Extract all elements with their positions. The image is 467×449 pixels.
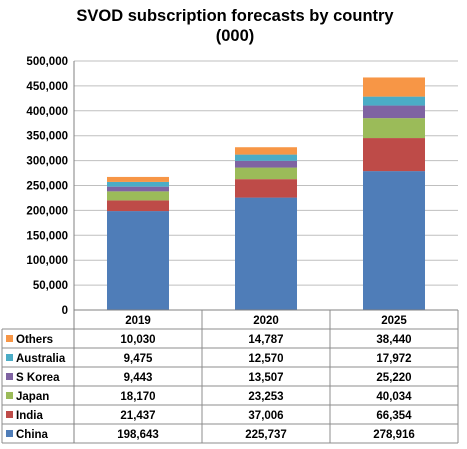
y-tick-label: 200,000 bbox=[26, 205, 68, 217]
bar-others-2020 bbox=[235, 147, 297, 155]
bar-s-korea-2019 bbox=[107, 186, 169, 192]
data-label: 25,220 bbox=[376, 372, 411, 384]
bar-india-2019 bbox=[107, 200, 169, 212]
data-label: 21,437 bbox=[120, 410, 155, 422]
bar-s-korea-2025 bbox=[363, 105, 425, 119]
legend-label: China bbox=[16, 429, 49, 441]
y-tick-label: 500,000 bbox=[26, 56, 68, 68]
data-label: 38,440 bbox=[376, 334, 411, 346]
bar-japan-2019 bbox=[107, 191, 169, 201]
legend-label: S Korea bbox=[16, 372, 60, 384]
data-label: 40,034 bbox=[376, 391, 412, 403]
chart-title: SVOD subscription forecasts by country bbox=[76, 7, 394, 25]
x-tick-label: 2019 bbox=[125, 315, 151, 327]
bar-others-2019 bbox=[107, 176, 169, 182]
bar-india-2020 bbox=[235, 179, 297, 198]
x-tick-label: 2025 bbox=[381, 315, 407, 327]
data-label: 12,570 bbox=[248, 353, 283, 365]
y-tick-label: 50,000 bbox=[33, 280, 68, 292]
bar-india-2025 bbox=[363, 138, 425, 172]
bar-stack-area bbox=[107, 77, 425, 310]
data-label: 14,787 bbox=[248, 334, 283, 346]
y-axis-ticks: 0 50,000 100,000 150,000 200,000 250,000 300,0… bbox=[26, 56, 68, 317]
data-label: 37,006 bbox=[248, 410, 283, 422]
legend-swatch-india bbox=[6, 411, 13, 418]
legend-swatch-s-korea bbox=[6, 373, 13, 380]
bar-china-2020 bbox=[235, 197, 297, 310]
bar-others-2025 bbox=[363, 77, 425, 97]
legend-label: Japan bbox=[16, 391, 49, 403]
y-tick-label: 0 bbox=[62, 305, 68, 317]
data-label: 18,170 bbox=[120, 391, 155, 403]
data-label: 198,643 bbox=[117, 429, 159, 441]
legend-swatch-china bbox=[6, 430, 13, 437]
data-label: 66,354 bbox=[376, 410, 412, 422]
legend-swatch-japan bbox=[6, 392, 13, 399]
bar-australia-2020 bbox=[235, 154, 297, 161]
y-tick-label: 400,000 bbox=[26, 106, 68, 118]
y-tick-label: 450,000 bbox=[26, 81, 68, 93]
y-tick-label: 150,000 bbox=[26, 230, 68, 242]
chart-subtitle: (000) bbox=[216, 27, 255, 45]
y-tick-label: 350,000 bbox=[26, 131, 68, 143]
legend-label: Others bbox=[16, 334, 53, 346]
bar-china-2025 bbox=[363, 171, 425, 310]
bar-s-korea-2020 bbox=[235, 160, 297, 168]
bar-australia-2025 bbox=[363, 96, 425, 106]
data-label: 9,475 bbox=[124, 353, 153, 365]
data-table: 2019 2020 2025 Others 10,030 14,787 38,440 Aust… bbox=[1, 61, 459, 444]
data-label: 10,030 bbox=[120, 334, 155, 346]
legend-label: India bbox=[16, 410, 43, 422]
data-label: 23,253 bbox=[248, 391, 283, 403]
y-tick-label: 250,000 bbox=[26, 181, 68, 193]
y-tick-label: 100,000 bbox=[26, 255, 68, 267]
bar-china-2019 bbox=[107, 211, 169, 310]
bar-japan-2020 bbox=[235, 167, 297, 180]
data-label: 9,443 bbox=[124, 372, 153, 384]
y-tick-label: 300,000 bbox=[26, 156, 68, 168]
bar-japan-2025 bbox=[363, 118, 425, 139]
legend-swatch-others bbox=[6, 335, 13, 342]
legend-swatch-australia bbox=[6, 354, 13, 361]
data-label: 17,972 bbox=[376, 353, 411, 365]
data-label: 278,916 bbox=[373, 429, 415, 441]
legend-label: Australia bbox=[16, 353, 66, 365]
x-tick-label: 2020 bbox=[253, 315, 279, 327]
data-label: 13,507 bbox=[248, 372, 283, 384]
data-label: 225,737 bbox=[245, 429, 287, 441]
bar-australia-2019 bbox=[107, 181, 169, 187]
